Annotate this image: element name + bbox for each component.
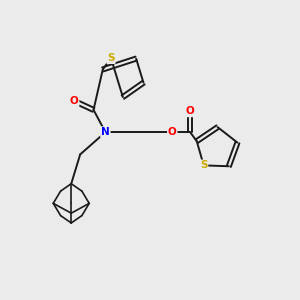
Text: S: S — [107, 53, 115, 63]
Text: O: O — [168, 127, 177, 137]
Text: N: N — [101, 127, 110, 137]
Text: O: O — [186, 106, 194, 116]
Text: O: O — [70, 96, 79, 106]
Text: S: S — [200, 160, 207, 170]
